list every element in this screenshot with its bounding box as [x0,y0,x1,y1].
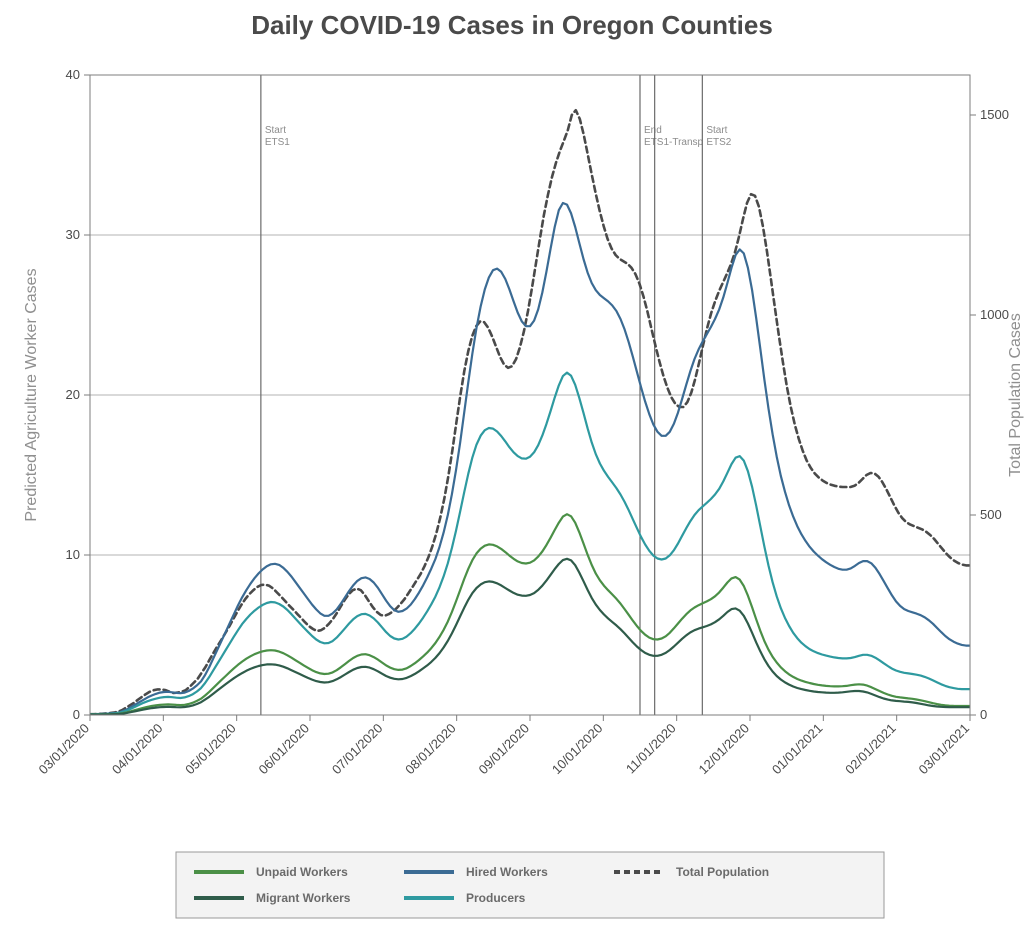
legend-label: Producers [466,891,526,905]
ticklabel-x: 04/01/2020 [109,721,166,778]
ticklabel-x: 09/01/2020 [475,721,532,778]
reference-vline-label: ETS2 [706,137,731,148]
reference-vline-label: ETS1 [265,137,290,148]
axis-label-y-left: Predicted Agriculture Worker Cases [23,268,40,521]
ticklabel-y-right: 1500 [980,107,1009,122]
ticklabel-x: 10/01/2020 [549,721,606,778]
ticklabel-x: 01/01/2021 [769,721,826,778]
ticklabel-y-right: 500 [980,507,1002,522]
reference-vline-label: End [644,125,662,136]
ticklabel-y-left: 20 [66,387,80,402]
chart-container: Daily COVID-19 Cases in Oregon Counties 0… [0,0,1024,942]
ticklabel-y-left: 10 [66,547,80,562]
ticklabel-x: 07/01/2020 [329,721,386,778]
chart-title: Daily COVID-19 Cases in Oregon Counties [251,10,773,40]
ticklabel-x: 11/01/2020 [623,721,679,777]
chart-svg: Daily COVID-19 Cases in Oregon Counties 0… [0,0,1024,942]
ticklabel-x: 06/01/2020 [255,721,312,778]
ticklabel-y-right: 1000 [980,307,1009,322]
legend-label: Unpaid Workers [256,865,348,879]
ticklabel-y-right: 0 [980,707,987,722]
ticklabel-y-left: 40 [66,67,80,82]
axis-label-y-right: Total Population Cases [1007,313,1024,477]
ticklabel-x: 12/01/2020 [695,721,752,778]
ticklabel-x: 03/01/2020 [35,721,92,778]
legend-label: Migrant Workers [256,891,351,905]
reference-vline-label: Start [265,125,286,136]
ticklabel-x: 05/01/2020 [182,721,239,778]
ticklabel-x: 02/01/2021 [842,721,899,778]
ticklabel-x: 03/01/2021 [915,721,972,778]
ticklabel-x: 08/01/2020 [402,721,459,778]
legend-box [176,852,884,918]
reference-vline-label: Start [706,125,727,136]
reference-vline-label: ETS1-Transp [644,137,704,148]
legend-label: Hired Workers [466,865,548,879]
legend-label: Total Population [676,865,769,879]
ticklabel-y-left: 0 [73,707,80,722]
ticklabel-y-left: 30 [66,227,80,242]
